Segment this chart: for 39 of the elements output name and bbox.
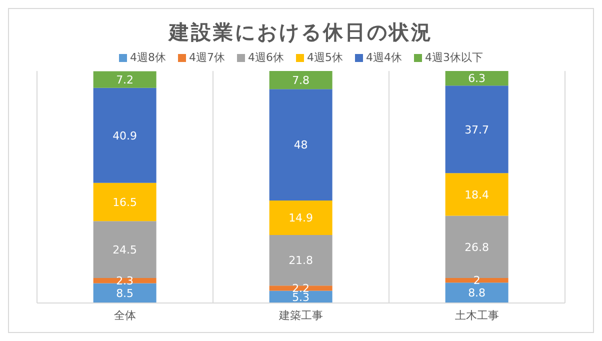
chart-title: 建設業における休日の状況 [167,19,434,46]
data-label: 40.9 [112,129,138,142]
data-label: 14.9 [288,212,314,225]
x-tick-label: 全体 [114,308,136,322]
data-label: 6.3 [468,72,486,86]
bar [445,86,508,174]
bar [445,282,508,303]
data-label: 7.2 [116,73,134,86]
legend-label: 4週8休 [130,50,166,65]
x-tick-label: 建築工事 [278,308,323,322]
bar [269,71,332,90]
x-tick-label: 土木工事 [455,308,499,322]
bar [269,200,332,236]
data-label: 24.5 [112,243,138,256]
data-label: 48 [294,138,308,152]
bar [93,88,156,183]
bar [93,182,156,222]
data-label: 37.7 [464,123,490,136]
data-label: 8.5 [116,287,134,300]
bar [269,286,332,291]
legend-label: 4週6休 [248,50,284,65]
data-label: 21.8 [288,254,314,268]
bar [93,278,156,284]
bar [93,71,156,88]
bar [93,283,156,303]
bar [269,89,332,200]
legend-label: 4週3休以下 [425,50,483,65]
data-label: 18.4 [464,188,490,202]
data-label: 26.8 [464,240,490,254]
legend-label: 4週4休 [366,50,402,65]
data-label: 16.5 [112,196,138,209]
bar [445,278,508,283]
legend-label: 4週5休 [307,50,343,65]
bar [93,221,156,278]
data-label: 8.8 [468,286,486,300]
bar [445,173,508,216]
data-label: 7.8 [292,74,310,87]
legend-label: 4週7休 [189,50,225,65]
bar [445,71,508,86]
